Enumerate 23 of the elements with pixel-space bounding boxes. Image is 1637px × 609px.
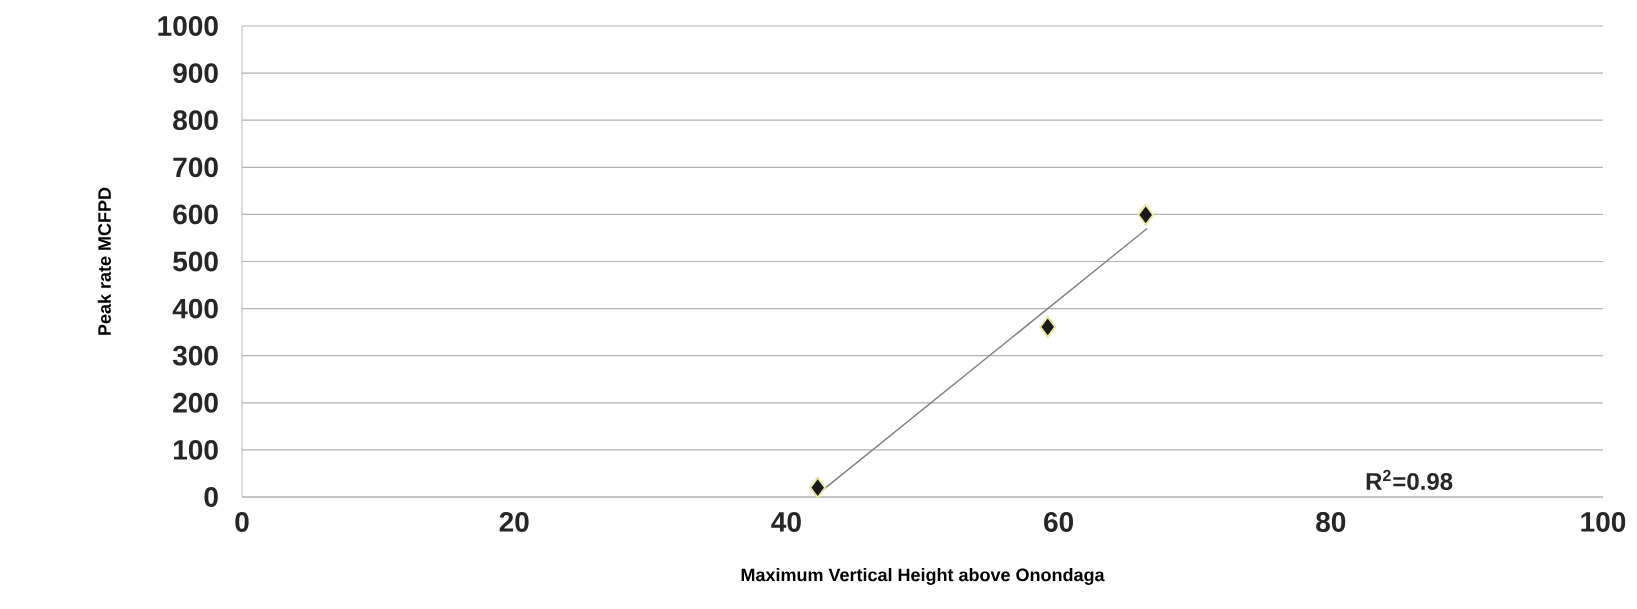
x-tick-label: 40 <box>771 512 801 532</box>
x-tick-label: 20 <box>499 512 529 532</box>
x-tick-label: 0 <box>235 512 249 532</box>
y-axis-title: Peak rate MCFPD <box>97 187 111 335</box>
y-tick-label: 600 <box>173 204 218 225</box>
y-tick-label: 300 <box>172 345 218 366</box>
y-tick-label: 0 <box>204 487 218 507</box>
y-tick-label: 100 <box>173 439 218 460</box>
x-tick-label: 80 <box>1316 512 1346 532</box>
y-tick-label: 800 <box>173 110 218 131</box>
x-tick-label: 100 <box>1581 512 1626 532</box>
x-axis-title: Maximum Vertical Height above Onondaga <box>741 568 1105 585</box>
y-tick-label: 500 <box>173 251 218 272</box>
point <box>1137 203 1155 226</box>
point <box>809 476 827 499</box>
annotation: R$^{2}$=0.98 <box>1366 469 1453 490</box>
y-tick-label: 400 <box>172 298 218 319</box>
x-tick-label: 60 <box>1044 512 1074 532</box>
y-tick-label: 200 <box>173 392 218 413</box>
y-tick-label: 1000 <box>158 16 218 36</box>
point <box>1039 315 1057 338</box>
y-tick-label: 700 <box>173 157 218 178</box>
y-tick-label: 900 <box>173 63 218 84</box>
